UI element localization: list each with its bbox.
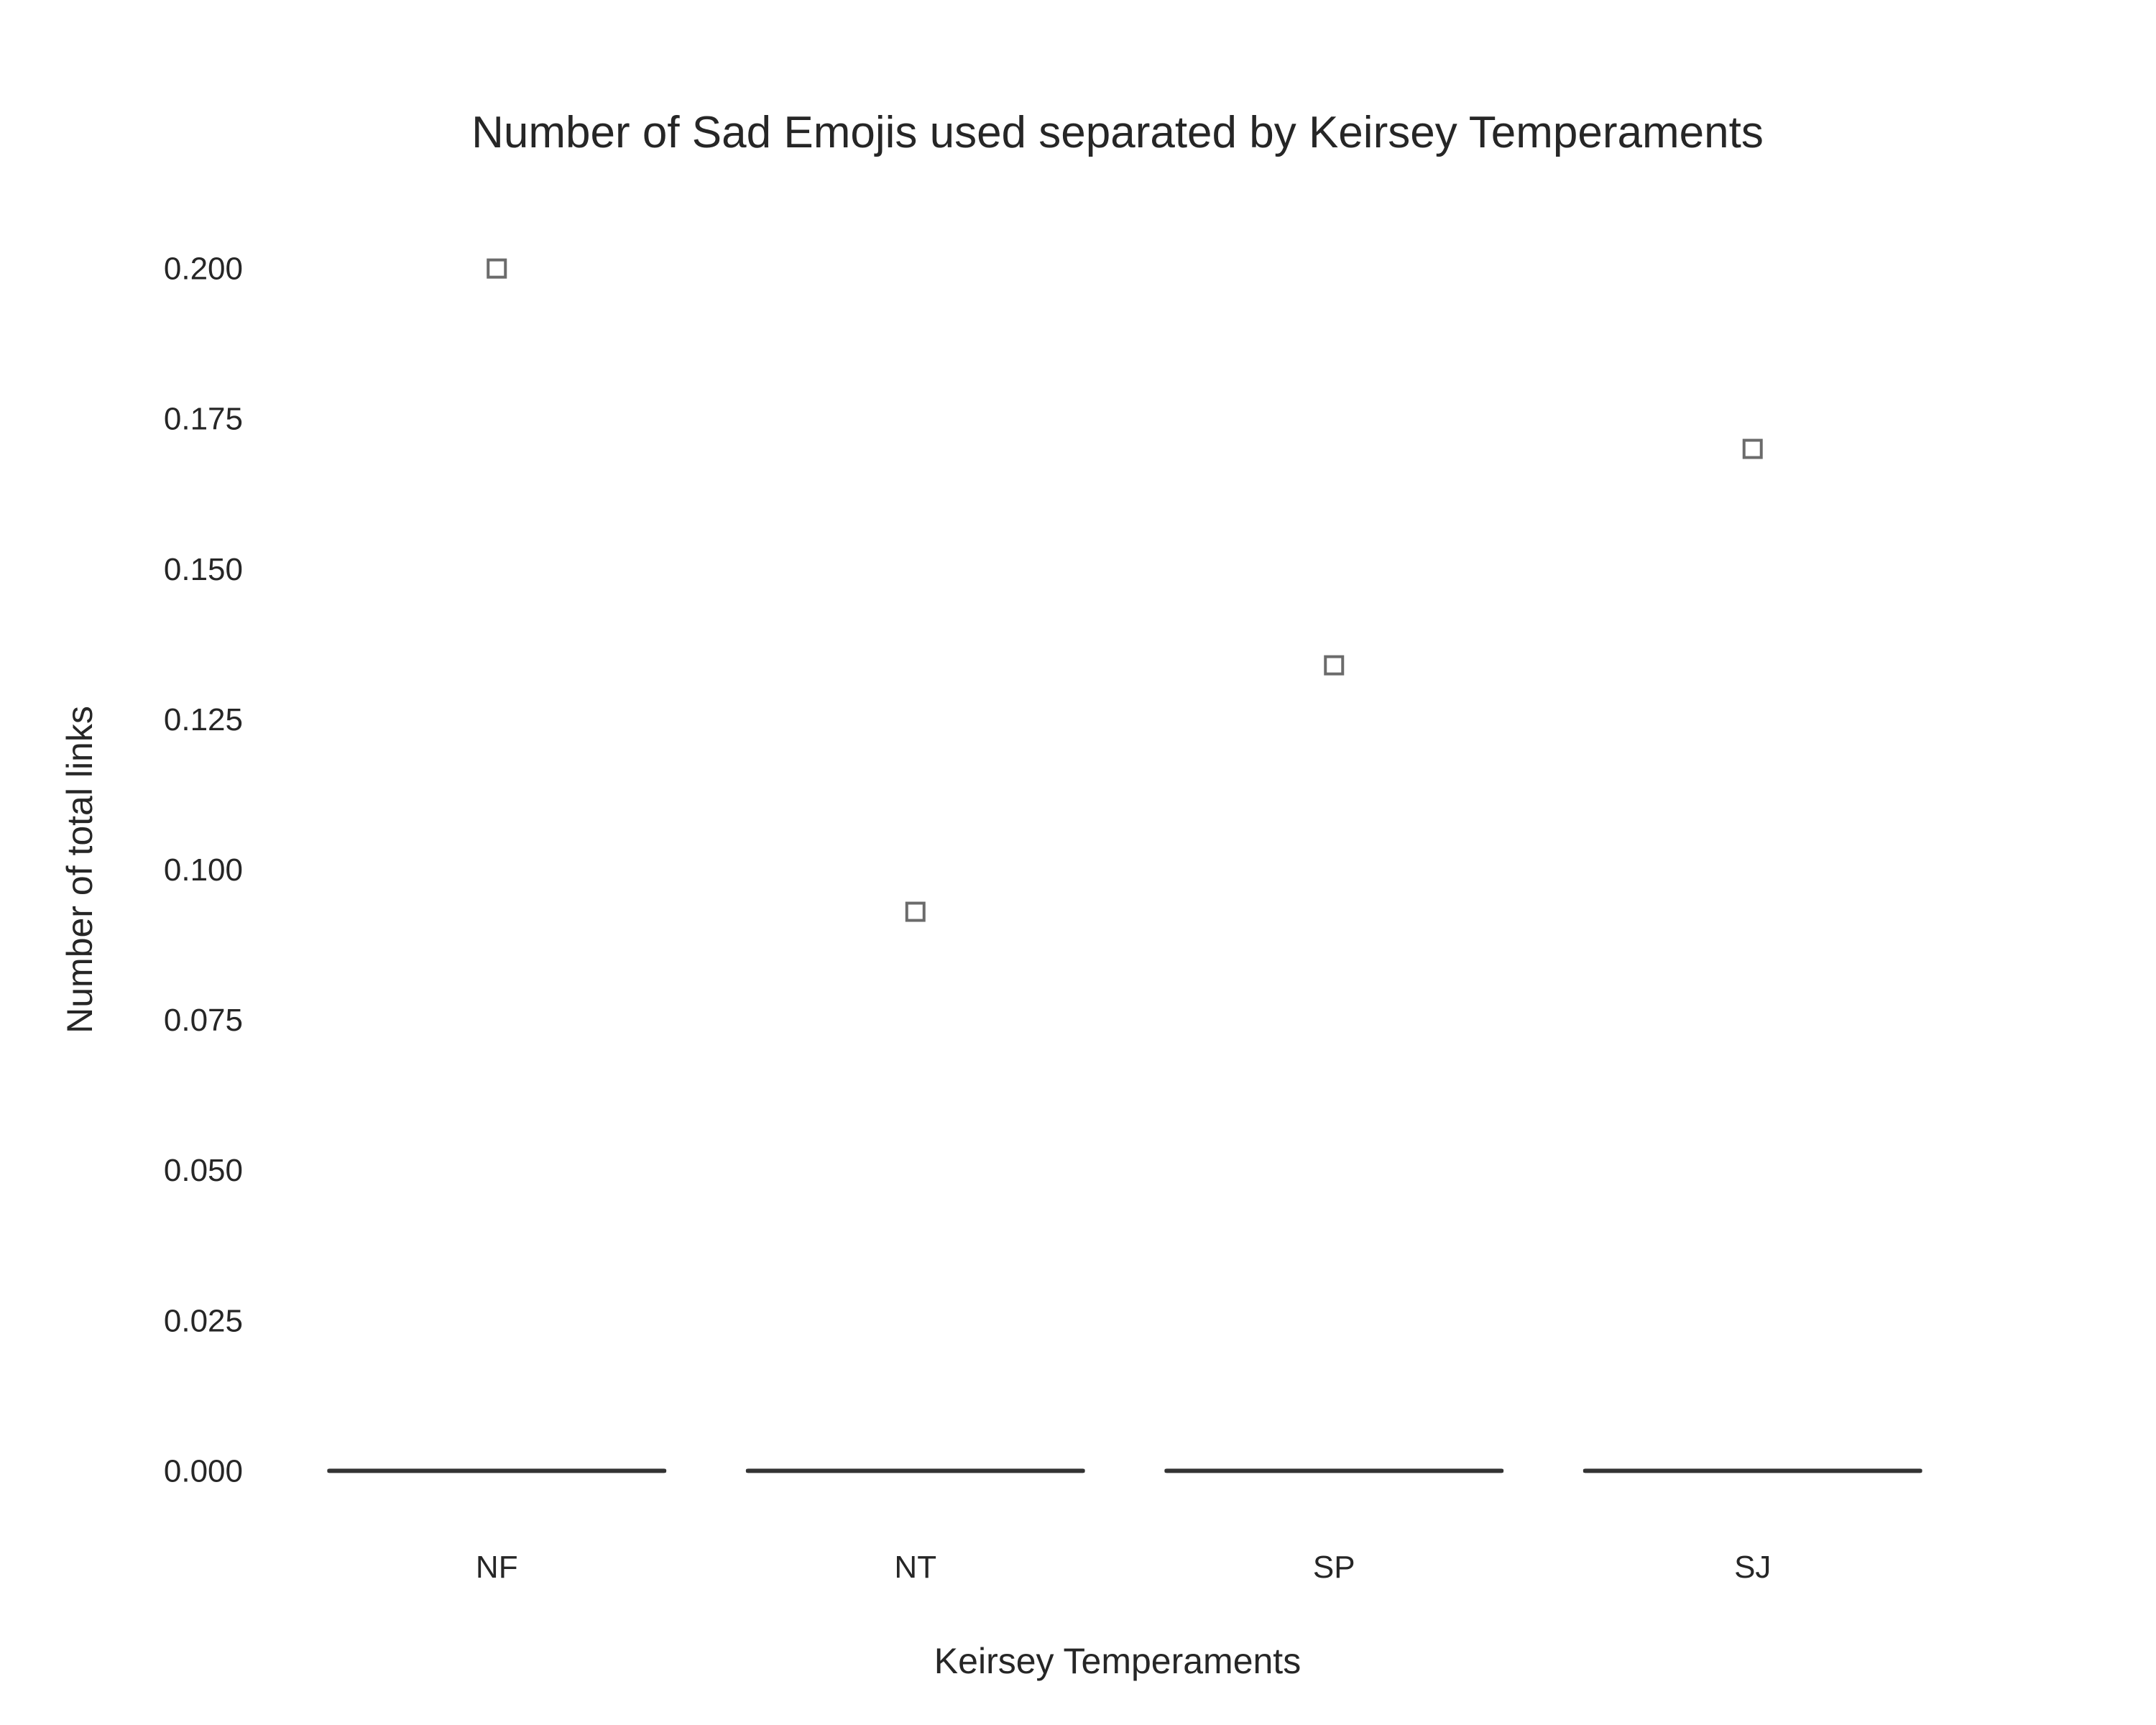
- y-tick-label: 0.075: [164, 1003, 243, 1038]
- outlier-point-sp: [1324, 655, 1345, 676]
- y-tick-label: 0.125: [164, 702, 243, 737]
- x-tick-label: NF: [476, 1550, 518, 1585]
- x-tick-label: SJ: [1734, 1550, 1771, 1585]
- y-tick-label: 0.175: [164, 402, 243, 437]
- y-tick-label: 0.150: [164, 552, 243, 587]
- y-tick-label: 0.100: [164, 852, 243, 888]
- y-axis: 0.000 0.025 0.050 0.075 0.100 0.125 0.150 0.175…: [164, 252, 243, 1489]
- outlier-point-nt: [905, 901, 926, 922]
- y-tick-label: 0.025: [164, 1303, 243, 1338]
- outlier-point-sj: [1742, 438, 1763, 459]
- y-tick-label: 0.000: [164, 1453, 243, 1489]
- x-axis: NF NT SP SJ: [476, 1550, 1772, 1585]
- outlier-point-nf: [487, 258, 507, 279]
- x-axis-label: Keirsey Temperaments: [934, 1641, 1301, 1681]
- x-tick-label: NT: [894, 1550, 936, 1585]
- x-tick-label: SP: [1313, 1550, 1355, 1585]
- chart-title: Number of Sad Emojis used separated by K…: [471, 108, 1764, 157]
- y-tick-label: 0.200: [164, 252, 243, 287]
- outlier-series: [487, 258, 1763, 922]
- y-tick-label: 0.050: [164, 1153, 243, 1188]
- y-axis-label: Number of total links: [60, 706, 100, 1034]
